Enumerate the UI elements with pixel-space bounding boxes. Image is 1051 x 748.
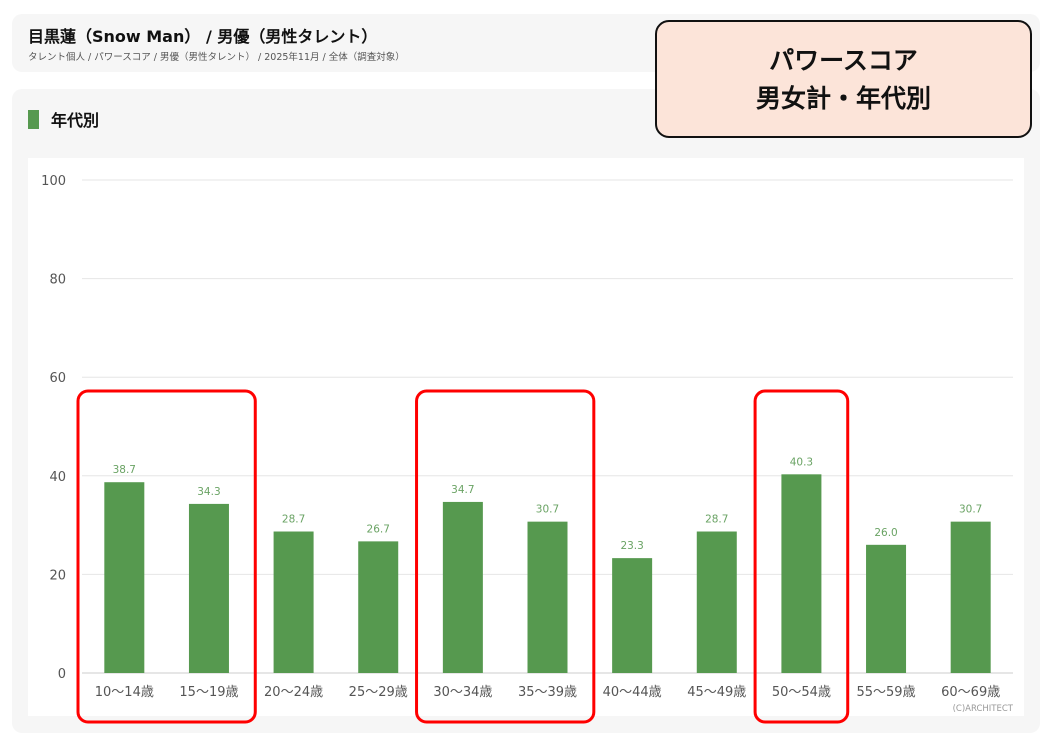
data-label: 30.7 xyxy=(959,504,982,516)
data-label: 26.0 xyxy=(874,527,897,539)
data-label: 26.7 xyxy=(367,523,390,535)
x-tick-label: 50〜54歳 xyxy=(772,685,831,700)
x-tick-label: 10〜14歳 xyxy=(95,685,154,700)
y-tick-label: 20 xyxy=(49,568,66,583)
bar xyxy=(358,541,399,673)
data-label: 34.7 xyxy=(451,484,474,496)
bar xyxy=(866,544,907,673)
y-tick-label: 60 xyxy=(49,371,66,386)
data-label: 23.3 xyxy=(620,540,643,552)
y-tick-label: 0 xyxy=(58,667,66,682)
section-heading: 年代別 xyxy=(28,107,99,131)
x-tick-label: 15〜19歳 xyxy=(179,685,238,700)
bar xyxy=(696,531,737,673)
highlight-box xyxy=(415,389,596,724)
page-title: 目黒蓮（Snow Man） / 男優（男性タレント） xyxy=(28,27,378,46)
x-tick-label: 45〜49歳 xyxy=(687,685,746,700)
x-tick-label: 20〜24歳 xyxy=(264,685,323,700)
x-tick-label: 25〜29歳 xyxy=(349,685,408,700)
data-label: 40.3 xyxy=(790,456,813,468)
data-label: 28.7 xyxy=(705,514,728,526)
highlight-box xyxy=(76,389,257,724)
x-tick-label: 30〜34歳 xyxy=(433,685,492,700)
callout-box: パワースコア 男女計・年代別 xyxy=(655,20,1032,138)
section-title: 年代別 xyxy=(51,111,100,130)
bar xyxy=(950,521,991,673)
data-label: 38.7 xyxy=(113,464,136,476)
data-label: 28.7 xyxy=(282,514,305,526)
bar xyxy=(527,521,568,673)
bar xyxy=(442,501,483,673)
data-label: 34.3 xyxy=(197,486,220,498)
callout-line-1: パワースコア xyxy=(769,46,918,75)
x-tick-label: 60〜69歳 xyxy=(941,685,1000,700)
y-tick-label: 40 xyxy=(49,470,66,485)
credit: (C)ARCHITECT xyxy=(953,704,1014,714)
y-tick-label: 100 xyxy=(41,174,66,189)
section-marker-icon xyxy=(28,109,39,129)
bar xyxy=(612,558,653,673)
y-tick-label: 80 xyxy=(49,273,66,288)
x-tick-label: 55〜59歳 xyxy=(856,685,915,700)
bar xyxy=(104,482,145,673)
highlight-box xyxy=(753,389,850,724)
data-label: 30.7 xyxy=(536,504,559,516)
callout-line-2: 男女計・年代別 xyxy=(755,84,931,113)
x-tick-label: 35〜39歳 xyxy=(518,685,577,700)
bar xyxy=(781,474,822,673)
breadcrumb: タレント個人 / パワースコア / 男優（男性タレント） / 2025年11月 … xyxy=(28,52,405,63)
bar xyxy=(188,503,229,673)
bar xyxy=(273,531,314,673)
x-tick-label: 40〜44歳 xyxy=(603,685,662,700)
